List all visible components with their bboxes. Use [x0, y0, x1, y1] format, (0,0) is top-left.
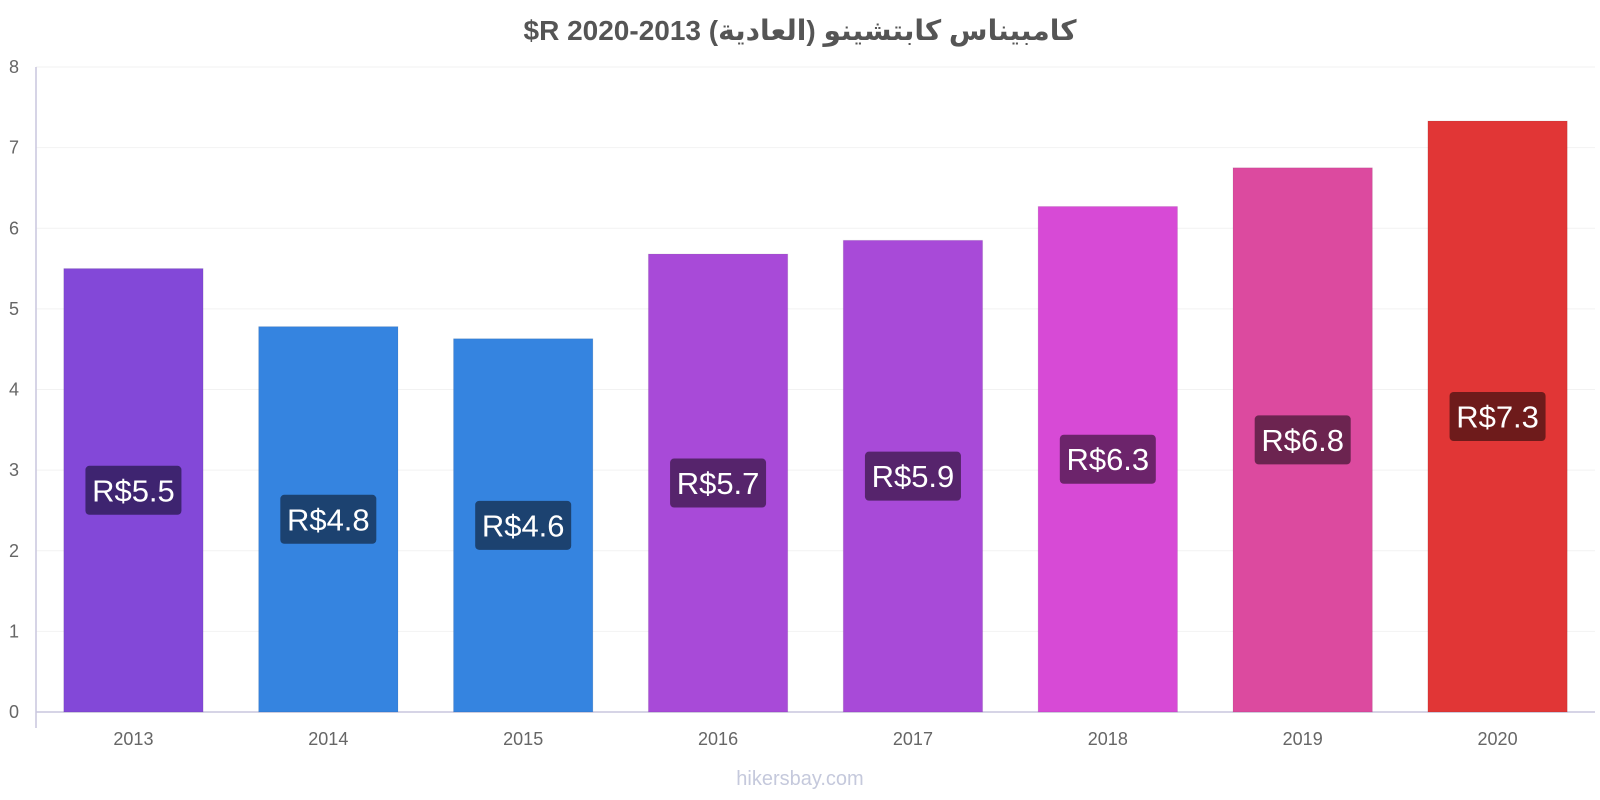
- y-tick-label: 8: [9, 57, 19, 77]
- data-label-box: [864, 451, 961, 501]
- y-tick-label: 2: [9, 541, 19, 561]
- data-label-box: [1059, 434, 1156, 484]
- data-label: R$6.8: [1261, 423, 1344, 458]
- watermark: hikersbay.com: [736, 768, 864, 790]
- x-tick-label: 2017: [893, 729, 933, 749]
- x-tick-label: 2013: [113, 729, 153, 749]
- x-tick-label: 2020: [1478, 729, 1518, 749]
- data-label-box: [475, 500, 572, 550]
- labels-layer: R$5.5 R$4.8 R$4.6 R$5.7 R$5.9 R$6.3 R$6.8 R$7.3: [85, 392, 1546, 550]
- data-label-box: [1254, 415, 1351, 465]
- y-tick-label: 5: [9, 299, 19, 319]
- y-tick-label: 7: [9, 138, 19, 158]
- data-label: R$5.5: [92, 473, 175, 508]
- data-label-box: [1449, 392, 1546, 442]
- data-label: R$4.8: [287, 502, 370, 537]
- data-label-box: [280, 494, 377, 544]
- data-label: R$5.9: [872, 459, 955, 494]
- axis-layer: 0 1 2 3 4 5 6 7 8 2013 2014 2015 2016 2017 2018 2019 202…: [9, 57, 1595, 749]
- y-tick-label: 6: [9, 218, 19, 238]
- data-label-box: [85, 465, 182, 515]
- data-label: R$4.6: [482, 508, 565, 543]
- x-tick-label: 2016: [698, 729, 738, 749]
- data-label-box: [670, 458, 767, 508]
- y-tick-label: 4: [9, 380, 19, 400]
- chart-title: كامبيناس كابتشينو (العادية) 2013-2020 R$: [523, 15, 1077, 46]
- data-label: R$6.3: [1066, 442, 1149, 477]
- data-label: R$7.3: [1456, 400, 1539, 435]
- x-tick-label: 2014: [308, 729, 348, 749]
- x-tick-label: 2019: [1283, 729, 1323, 749]
- y-tick-label: 1: [9, 621, 19, 641]
- data-label: R$5.7: [677, 466, 760, 501]
- y-tick-label: 0: [9, 702, 19, 722]
- y-tick-label: 3: [9, 460, 19, 480]
- x-tick-label: 2015: [503, 729, 543, 749]
- x-tick-label: 2018: [1088, 729, 1128, 749]
